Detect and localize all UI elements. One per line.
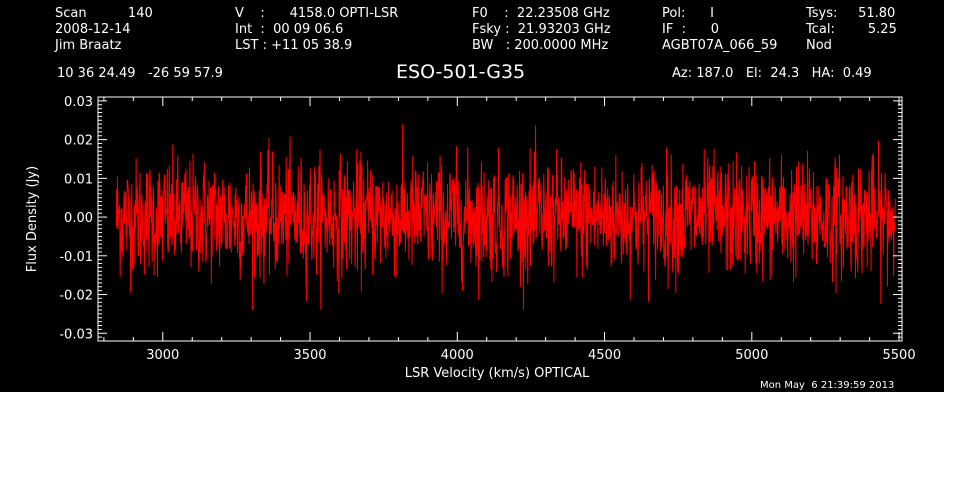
spectrum-chart: 3000 3500 4000 4500 5000 5500 -0.03 -0.02 -0.01… — [25, 95, 916, 381]
x-axis-label: LSR Velocity (km/s) OPTICAL — [405, 366, 590, 381]
spectrum-series-line — [115, 124, 896, 311]
scan-label: Scan 140 — [55, 6, 153, 21]
y-tick-label: -0.02 — [59, 289, 93, 304]
timestamp-label: Mon May 6 21:39:59 2013 — [760, 380, 895, 391]
y-tick-label: 0.00 — [64, 211, 93, 226]
x-tick-label: 5500 — [883, 348, 916, 363]
x-tick-label: 3000 — [146, 348, 179, 363]
lst-label: LST : +11 05 38.9 — [235, 38, 353, 53]
spectrum-plot-panel: Scan 140 2008-12-14 Jim Braatz V : 4158.… — [0, 0, 944, 392]
tsys-label: Tsys: 51.80 — [806, 6, 896, 21]
x-tick-label: 3500 — [293, 348, 326, 363]
rest-frequency-label: F0 : 22.23508 GHz — [472, 6, 610, 21]
observer-label: Jim Braatz — [55, 38, 122, 53]
if-label: IF : 0 — [662, 22, 720, 37]
bandwidth-label: BW : 200.0000 MHz — [472, 38, 609, 53]
y-tick-label: 0.03 — [64, 95, 93, 110]
y-tick-label: -0.01 — [59, 250, 93, 265]
x-tick-label: 4000 — [441, 348, 474, 363]
date-label: 2008-12-14 — [55, 22, 131, 37]
integration-label: Int : 00 09 06.6 — [235, 22, 344, 37]
y-tick-label: -0.03 — [59, 327, 93, 342]
source-name: ESO-501-G35 — [396, 61, 526, 83]
x-tick-label: 4500 — [588, 348, 621, 363]
y-axis-label: Flux Density (Jy) — [25, 166, 40, 272]
x-ticks: 3000 3500 4000 4500 5000 5500 — [103, 97, 916, 363]
x-tick-label: 5000 — [735, 348, 768, 363]
polarization-label: Pol: I — [662, 6, 714, 21]
azel-label: Az: 187.0 El: 24.3 HA: 0.49 — [672, 66, 872, 81]
project-label: AGBT07A_066_59 — [662, 38, 778, 53]
velocity-label: V : 4158.0 OPTI-LSR — [235, 6, 399, 21]
y-ticks: -0.03 -0.02 -0.01 0.00 0.01 0.02 0.03 — [59, 95, 902, 342]
sky-frequency-label: Fsky : 21.93203 GHz — [472, 22, 611, 37]
coordinates-label: 10 36 24.49 -26 59 57.9 — [57, 66, 223, 81]
proc-label: Nod — [806, 38, 832, 53]
trace-group — [115, 124, 896, 311]
y-tick-label: 0.01 — [64, 172, 93, 187]
plot-frame — [97, 96, 903, 342]
y-tick-label: 0.02 — [64, 134, 93, 149]
tcal-label: Tcal: 5.25 — [806, 22, 897, 37]
